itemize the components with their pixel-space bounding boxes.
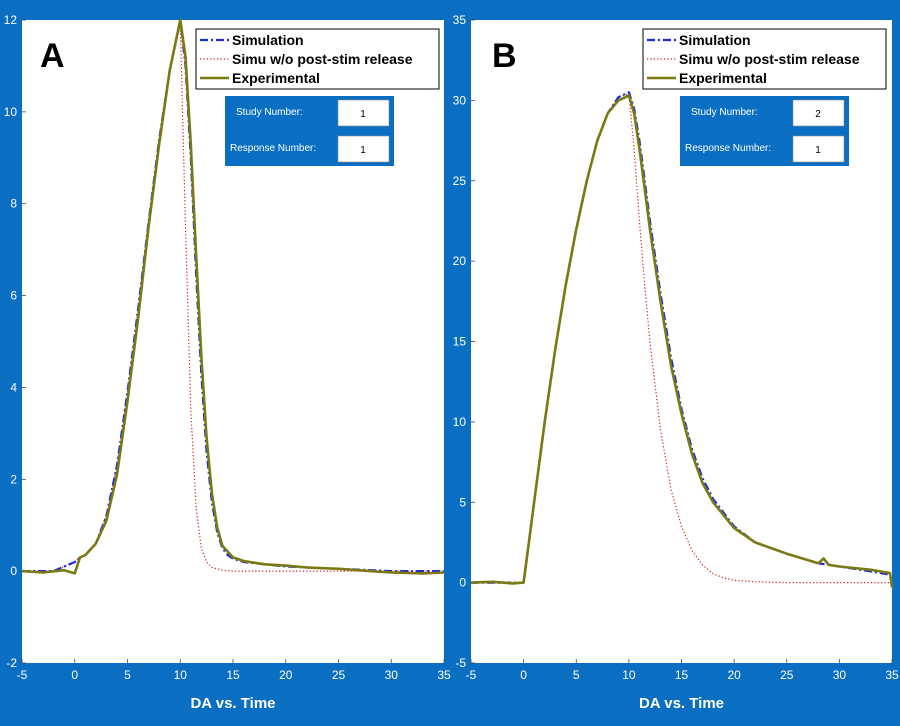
y-tick-label: 10 — [4, 105, 18, 119]
response-number-label: Response Number: — [230, 143, 316, 154]
legend-box — [195, 28, 440, 90]
y-tick-label: 15 — [453, 335, 467, 349]
series-line-experimental — [470, 94, 894, 588]
y-tick-label: 0 — [459, 576, 466, 590]
x-tick-label: 10 — [174, 668, 188, 682]
x-tick-label: 35 — [885, 668, 899, 682]
study-number-value: 1 — [360, 109, 366, 120]
x-tick-label: -5 — [466, 668, 477, 682]
x-tick-label: 20 — [727, 668, 741, 682]
x-tick-label: 0 — [71, 668, 78, 682]
y-tick-label: 5 — [459, 495, 466, 509]
x-tick-label: 5 — [573, 668, 580, 682]
y-tick-label: 30 — [453, 93, 467, 107]
y-tick-label: 2 — [10, 472, 17, 486]
legend: Simulation Simu w/o post-stim release Expe… — [195, 28, 440, 90]
legend-entry: Simu w/o post-stim release — [679, 51, 860, 67]
response-number-value: 1 — [360, 145, 366, 156]
x-tick-label: 25 — [332, 668, 346, 682]
info-panel: Study Number: 1 Response Number: 1 — [225, 96, 394, 166]
legend-box — [642, 28, 887, 90]
x-tick-label: 0 — [520, 668, 527, 682]
y-tick-label: 20 — [453, 254, 467, 268]
x-tick-label: 5 — [124, 668, 131, 682]
y-tick-label: 8 — [10, 197, 17, 211]
x-axis-label: DA vs. Time — [190, 695, 275, 712]
x-tick-label: 15 — [675, 668, 689, 682]
chart-panel-b: -5 0 5 10 15 20 25 30 35 -5 0 5 10 15 20 25 30 35 DA vs. T… — [453, 13, 899, 712]
x-tick-label: 25 — [780, 668, 794, 682]
y-tick-label: 4 — [10, 380, 17, 394]
response-number-value: 1 — [815, 145, 821, 156]
x-tick-label: 20 — [279, 668, 293, 682]
y-tick-label: 25 — [453, 174, 467, 188]
chart-panel-a: -2 0 2 4 6 8 10 12 -5 0 5 10 15 20 25 30 35 DA vs. Time A S… — [4, 13, 451, 712]
x-tick-label: 30 — [833, 668, 847, 682]
panel-label: B — [492, 37, 517, 75]
y-tick-label: 6 — [10, 289, 17, 303]
info-panel: Study Number: 2 Response Number: 1 — [680, 96, 849, 166]
y-tick-label: 35 — [453, 13, 467, 27]
panel-label: A — [40, 37, 65, 75]
legend-entry: Experimental — [679, 70, 767, 86]
y-tick-label: 12 — [4, 13, 18, 27]
legend: Simulation Simu w/o post-stim release Expe… — [642, 28, 887, 90]
response-number-label: Response Number: — [685, 143, 771, 154]
x-tick-label: 30 — [385, 668, 399, 682]
x-tick-label: 35 — [437, 668, 451, 682]
y-tick-label: 0 — [10, 564, 17, 578]
legend-entry: Experimental — [232, 70, 320, 86]
x-tick-label: 15 — [226, 668, 240, 682]
legend-entry: Simulation — [232, 32, 304, 48]
y-tick-label: -2 — [6, 656, 17, 670]
y-tick-label: -5 — [455, 656, 466, 670]
study-number-label: Study Number: — [236, 107, 303, 118]
response-number-field[interactable] — [792, 135, 845, 163]
y-tick-label: 10 — [453, 415, 467, 429]
response-number-field[interactable] — [337, 135, 390, 163]
series-line-experimental — [21, 18, 445, 575]
study-number-field[interactable] — [792, 99, 845, 127]
x-tick-label: 10 — [622, 668, 636, 682]
legend-entry: Simulation — [679, 32, 751, 48]
x-axis-label: DA vs. Time — [639, 695, 724, 712]
study-number-value: 2 — [815, 109, 821, 120]
study-number-label: Study Number: — [691, 107, 758, 118]
legend-entry: Simu w/o post-stim release — [232, 51, 413, 67]
study-number-field[interactable] — [337, 99, 390, 127]
x-tick-label: -5 — [17, 668, 28, 682]
